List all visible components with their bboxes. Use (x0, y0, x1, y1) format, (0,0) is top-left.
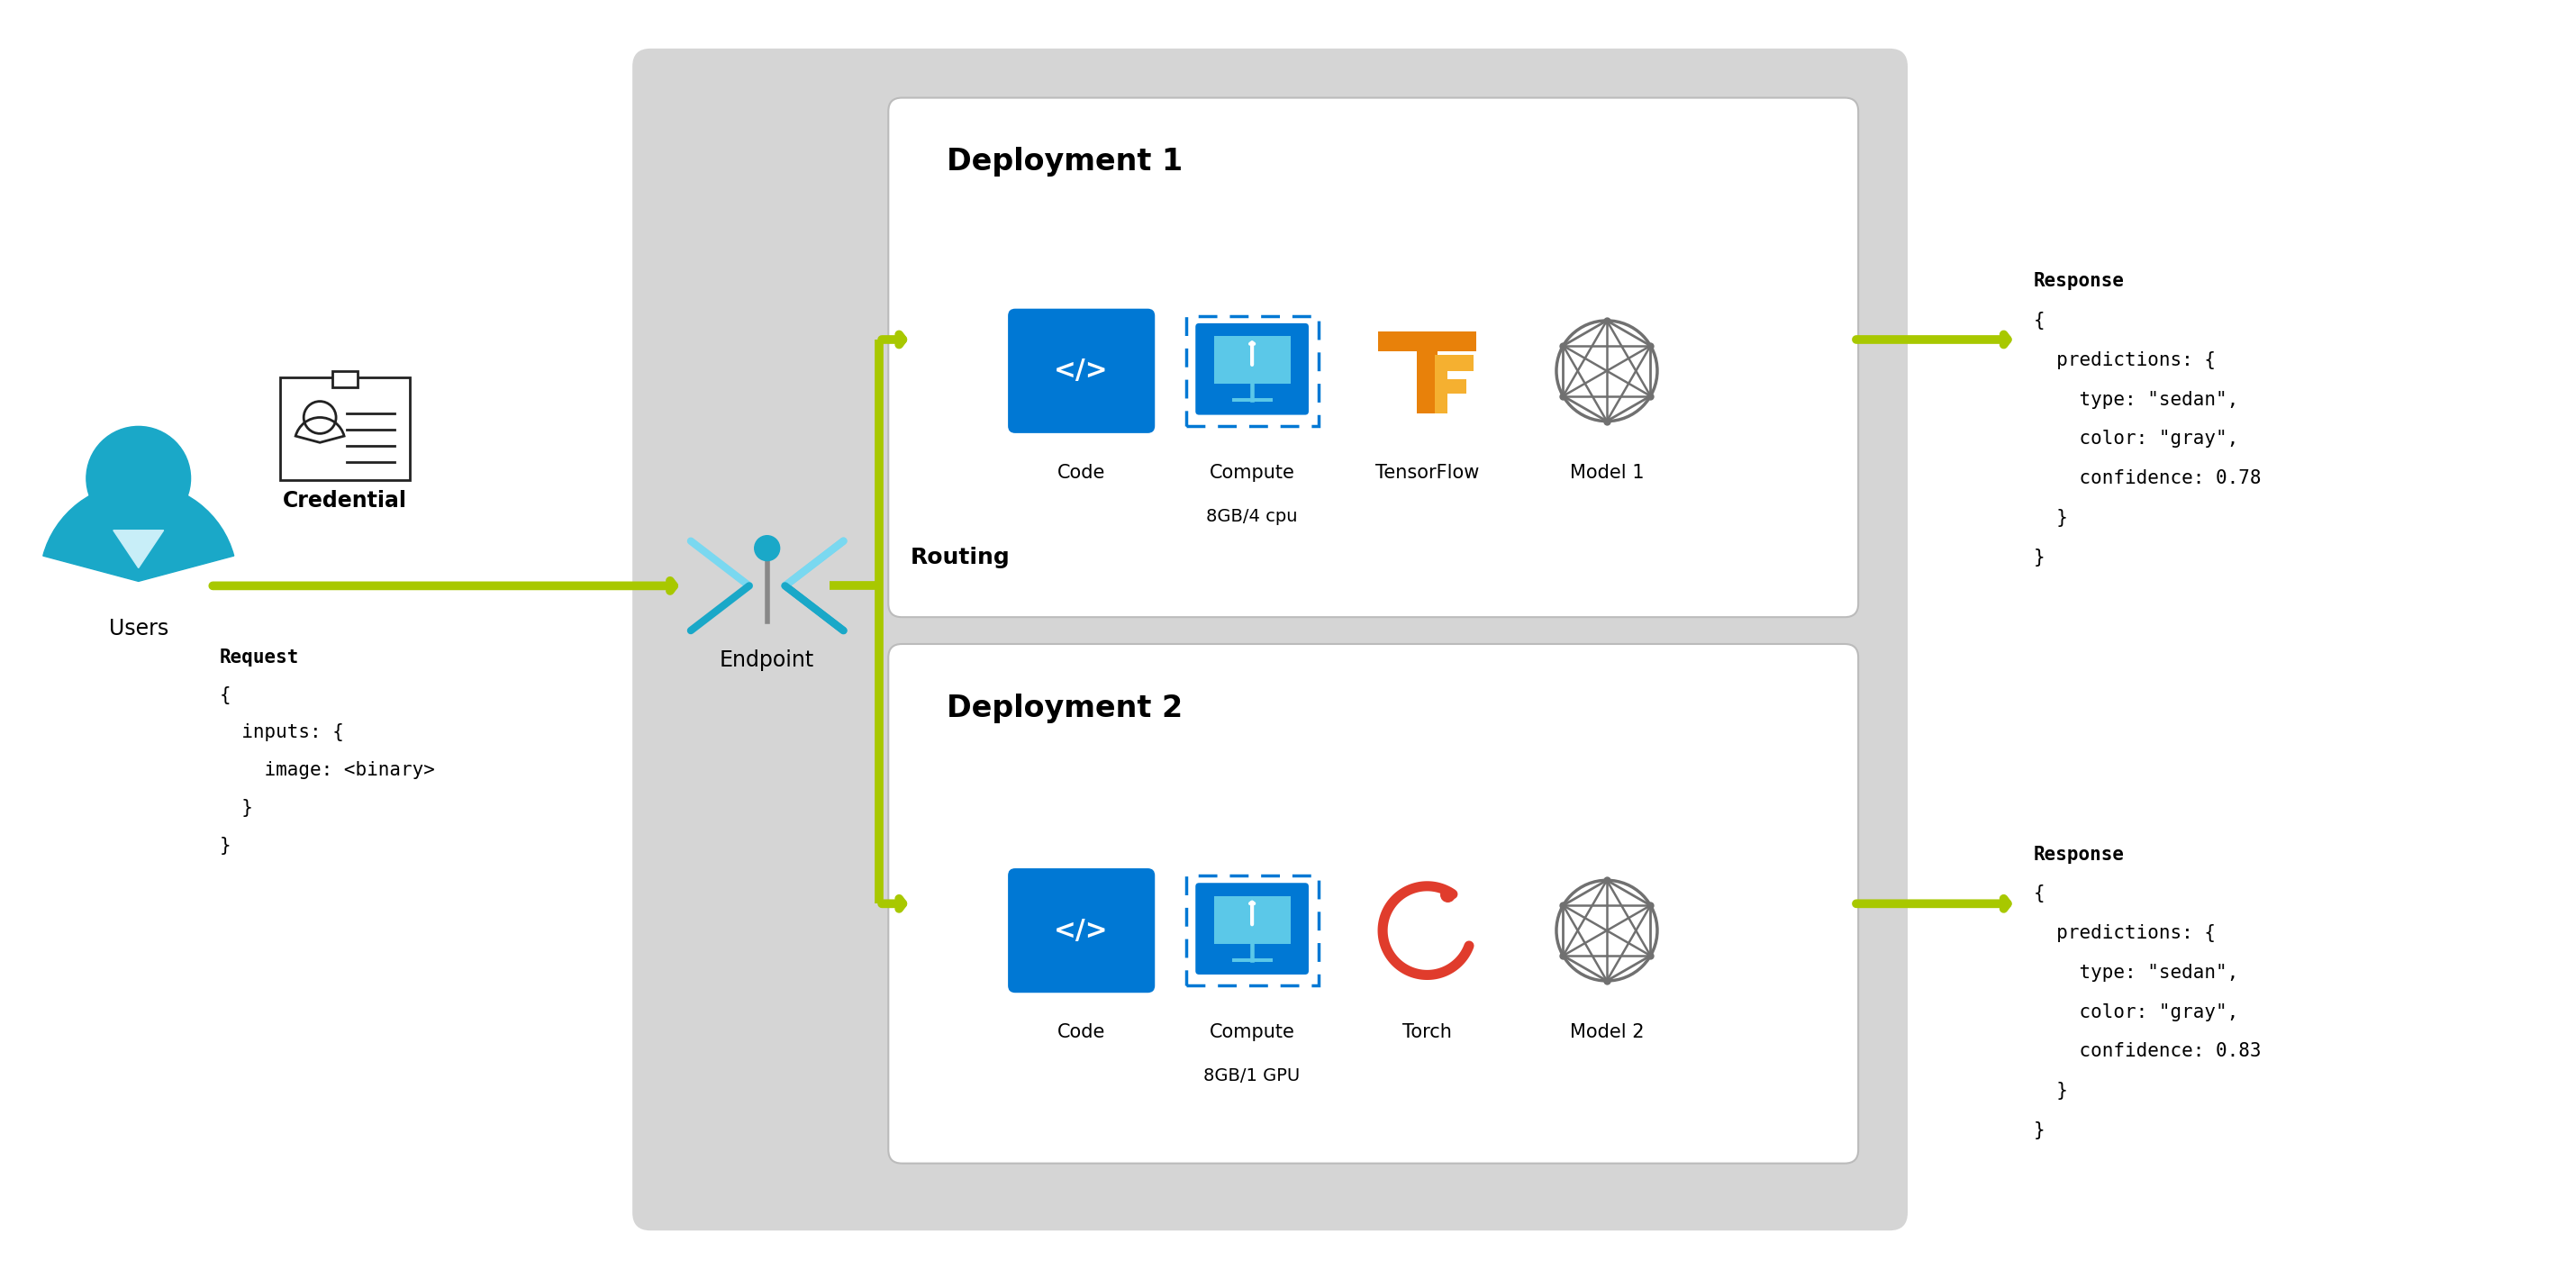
Text: }: } (2032, 509, 2069, 527)
Wedge shape (44, 483, 234, 581)
FancyBboxPatch shape (1007, 309, 1154, 433)
Polygon shape (113, 531, 165, 568)
Text: }: } (2032, 1122, 2045, 1140)
Text: Code: Code (1056, 1024, 1105, 1042)
FancyBboxPatch shape (889, 98, 1857, 617)
Text: confidence: 0.83: confidence: 0.83 (2032, 1042, 2262, 1060)
FancyBboxPatch shape (1185, 316, 1319, 426)
Text: }: } (219, 836, 232, 854)
Text: Deployment 1: Deployment 1 (948, 147, 1182, 176)
Text: TensorFlow: TensorFlow (1376, 464, 1479, 482)
Text: {: { (219, 687, 232, 705)
Polygon shape (1378, 331, 1476, 413)
Text: </>: </> (1054, 917, 1108, 944)
Text: {: { (2032, 312, 2045, 330)
Text: 8GB/4 cpu: 8GB/4 cpu (1206, 507, 1298, 526)
Text: Compute: Compute (1208, 464, 1296, 482)
Text: Endpoint: Endpoint (719, 649, 814, 671)
Text: confidence: 0.78: confidence: 0.78 (2032, 469, 2262, 487)
Text: Torch: Torch (1401, 1024, 1453, 1042)
Circle shape (88, 426, 191, 531)
Text: Routing: Routing (912, 546, 1010, 568)
Text: Deployment 2: Deployment 2 (948, 693, 1182, 723)
Text: }: } (2032, 549, 2045, 567)
Polygon shape (1435, 355, 1473, 413)
Text: predictions: {: predictions: { (2032, 352, 2215, 370)
Text: image: <binary>: image: <binary> (219, 761, 435, 779)
FancyBboxPatch shape (281, 377, 410, 480)
Text: Code: Code (1056, 464, 1105, 482)
FancyBboxPatch shape (1195, 323, 1309, 415)
Circle shape (755, 536, 781, 560)
FancyBboxPatch shape (1007, 868, 1154, 993)
Text: Model 2: Model 2 (1569, 1024, 1643, 1042)
FancyBboxPatch shape (1185, 876, 1319, 985)
Text: }: } (2032, 1082, 2069, 1100)
Text: inputs: {: inputs: { (219, 724, 345, 742)
Text: {: { (2032, 885, 2045, 903)
FancyBboxPatch shape (1213, 336, 1291, 384)
Text: Users: Users (108, 618, 167, 640)
Text: 8GB/1 GPU: 8GB/1 GPU (1203, 1068, 1301, 1084)
Text: type: "sedan",: type: "sedan", (2032, 963, 2239, 981)
Text: color: "gray",: color: "gray", (2032, 1003, 2239, 1021)
Text: Request: Request (219, 648, 299, 666)
Text: Model 1: Model 1 (1569, 464, 1643, 482)
Text: </>: </> (1054, 358, 1108, 384)
FancyBboxPatch shape (1213, 896, 1291, 944)
Text: }: } (219, 799, 252, 817)
FancyBboxPatch shape (631, 49, 1909, 1230)
Text: type: "sedan",: type: "sedan", (2032, 390, 2239, 408)
Text: predictions: {: predictions: { (2032, 925, 2215, 943)
Text: Response: Response (2032, 272, 2125, 290)
FancyBboxPatch shape (1195, 882, 1309, 975)
Text: Response: Response (2032, 845, 2125, 863)
FancyBboxPatch shape (332, 371, 358, 386)
FancyBboxPatch shape (889, 644, 1857, 1163)
Text: Compute: Compute (1208, 1024, 1296, 1042)
Text: color: "gray",: color: "gray", (2032, 430, 2239, 448)
Text: Credential: Credential (283, 489, 407, 511)
